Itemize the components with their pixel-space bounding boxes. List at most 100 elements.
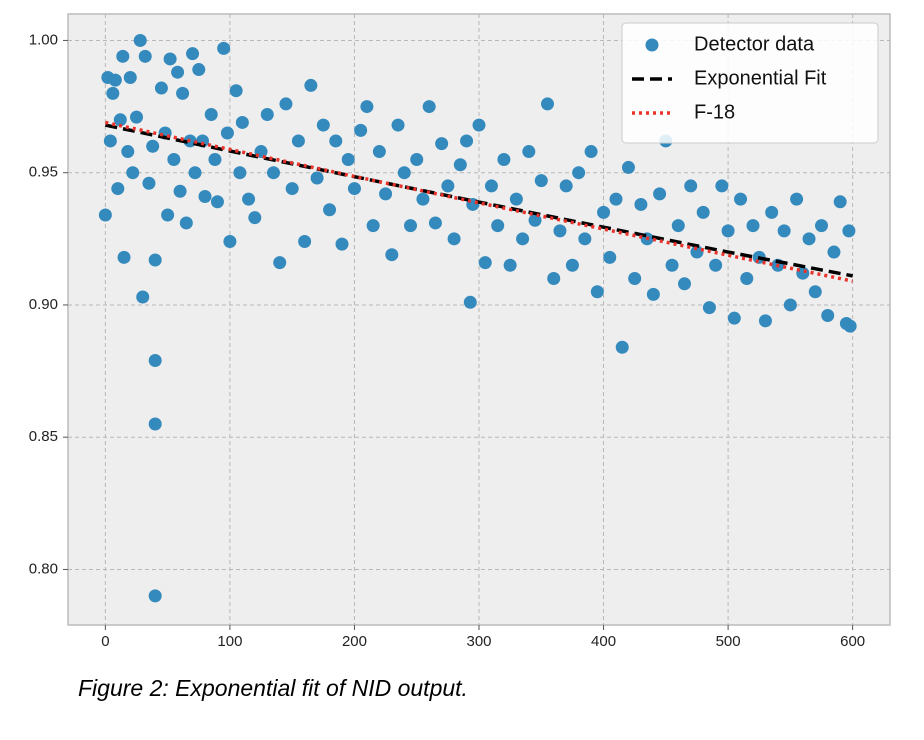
- data-point: [391, 118, 405, 132]
- data-point: [815, 219, 828, 233]
- data-point: [103, 134, 117, 148]
- data-point: [491, 219, 505, 233]
- data-point: [279, 97, 293, 111]
- data-point: [113, 113, 127, 127]
- data-point: [565, 258, 579, 272]
- data-point: [802, 232, 816, 246]
- data-point: [578, 232, 592, 246]
- x-tick-label: 0: [101, 633, 109, 650]
- data-point: [138, 49, 152, 63]
- data-point: [167, 152, 181, 166]
- data-point: [179, 216, 193, 230]
- data-point: [379, 187, 393, 201]
- y-tick-label: 0.85: [29, 428, 58, 445]
- data-point: [154, 81, 168, 95]
- axes: 0 100 200 300 400 500 600 0.80 0.85 0.90 0.95 1.00: [29, 31, 865, 650]
- y-tick-label: 0.95: [29, 164, 58, 181]
- data-point: [116, 49, 130, 63]
- data-point: [188, 166, 202, 180]
- data-point: [360, 100, 374, 114]
- legend-label: Detector data: [694, 33, 815, 55]
- data-point: [584, 145, 598, 159]
- data-point: [783, 298, 797, 312]
- data-point: [740, 272, 754, 286]
- data-point: [843, 319, 857, 333]
- data-point: [559, 179, 573, 193]
- data-point: [210, 195, 224, 209]
- x-tick-label: 100: [217, 633, 242, 650]
- data-point: [572, 166, 586, 180]
- data-point: [335, 237, 349, 251]
- data-point: [478, 256, 492, 270]
- data-point: [298, 234, 312, 248]
- data-point: [366, 219, 380, 233]
- data-point: [472, 118, 486, 132]
- y-tick-label: 1.00: [29, 31, 58, 48]
- data-point: [323, 203, 337, 217]
- data-point: [192, 63, 206, 77]
- data-point: [547, 272, 561, 286]
- data-point: [827, 245, 841, 259]
- data-point: [534, 174, 548, 188]
- data-point: [727, 311, 741, 325]
- data-point: [416, 192, 430, 206]
- data-point: [709, 258, 723, 272]
- data-point: [117, 250, 131, 264]
- data-point: [484, 179, 498, 193]
- data-point: [329, 134, 343, 148]
- data-point: [385, 248, 399, 262]
- data-point: [821, 309, 835, 323]
- data-point: [220, 126, 234, 140]
- data-point: [204, 108, 218, 122]
- data-point: [702, 301, 716, 315]
- data-point: [765, 205, 779, 219]
- y-tick-label: 0.90: [29, 296, 58, 313]
- data-point: [590, 285, 604, 299]
- data-point: [603, 250, 617, 264]
- data-point: [285, 182, 299, 196]
- data-point: [684, 179, 698, 193]
- data-point: [665, 258, 679, 272]
- data-point: [746, 219, 760, 233]
- data-point: [690, 245, 704, 259]
- data-point: [136, 290, 150, 304]
- x-tick-label: 600: [840, 633, 865, 650]
- data-point: [671, 219, 685, 233]
- data-point: [341, 152, 355, 166]
- data-point: [267, 166, 280, 180]
- data-point: [397, 166, 411, 180]
- data-point: [148, 417, 162, 431]
- data-point: [777, 224, 791, 238]
- data-point: [171, 65, 185, 79]
- data-point: [715, 179, 729, 193]
- x-tick-label: 500: [716, 633, 741, 650]
- data: [98, 33, 857, 603]
- legend-label: F-18: [694, 101, 735, 123]
- data-point: [441, 179, 455, 193]
- data-point: [260, 108, 274, 122]
- data-point: [130, 110, 143, 124]
- legend: Detector data Exponential Fit F-18: [621, 22, 879, 144]
- data-point: [148, 253, 162, 267]
- data-point: [208, 152, 222, 166]
- fit-line: [104, 120, 853, 283]
- data-point: [133, 33, 147, 47]
- data-point: [758, 314, 772, 328]
- data-point: [553, 224, 567, 238]
- data-point: [121, 145, 135, 159]
- data-point: [223, 234, 237, 248]
- data-point: [842, 224, 856, 238]
- data-point: [108, 73, 122, 87]
- data-point: [98, 208, 112, 222]
- data-point: [634, 197, 648, 211]
- data-point: [235, 115, 249, 129]
- data-point: [248, 211, 262, 225]
- data-point: [148, 353, 162, 367]
- data-point: [347, 182, 361, 196]
- data-point: [291, 134, 305, 148]
- data-point: [273, 256, 287, 270]
- data-point: [148, 589, 162, 603]
- x-tick-label: 300: [466, 633, 491, 650]
- data-point: [163, 52, 177, 66]
